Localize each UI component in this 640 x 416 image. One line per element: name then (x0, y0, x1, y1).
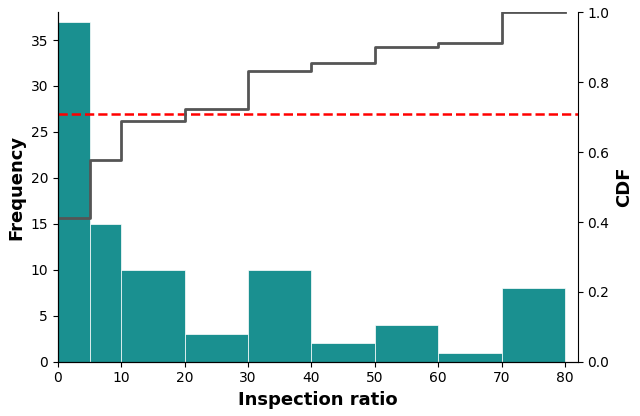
Bar (502, 288, 565, 362)
Bar (248, 270, 312, 362)
Bar (312, 343, 375, 362)
Bar (185, 334, 248, 362)
Y-axis label: Frequency: Frequency (7, 134, 25, 240)
X-axis label: Inspection ratio: Inspection ratio (238, 391, 397, 409)
Bar (438, 353, 502, 362)
Y-axis label: CDF: CDF (615, 167, 633, 207)
Bar (90, 224, 121, 362)
Bar (375, 325, 438, 362)
Bar (121, 270, 185, 362)
Bar (58, 22, 90, 362)
